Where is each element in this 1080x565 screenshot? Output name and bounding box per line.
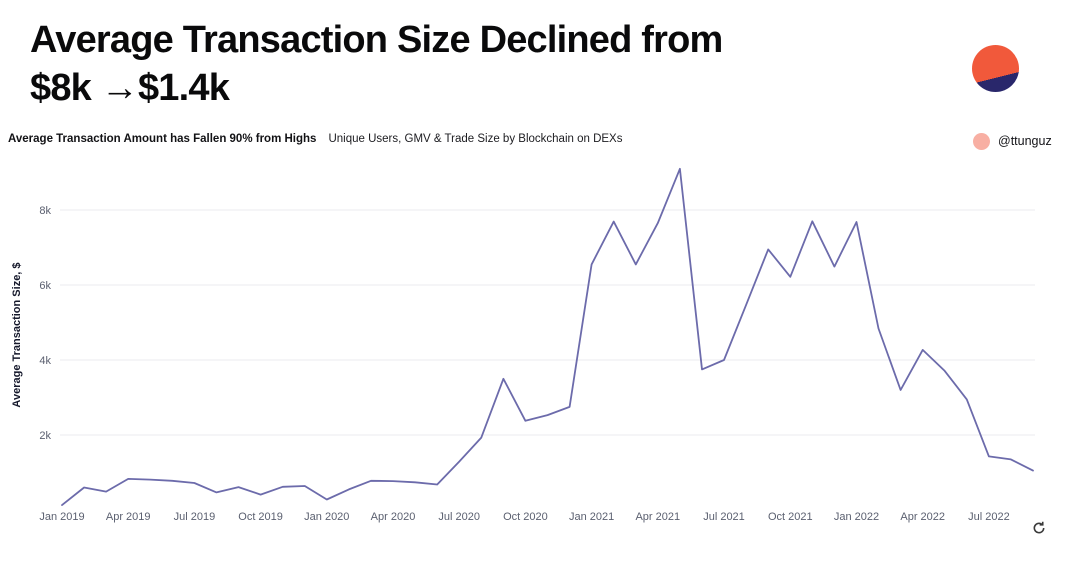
- page-title-line-2: $8k →$1.4k: [30, 67, 230, 109]
- chart-line: [61, 167, 1034, 507]
- x-tick-label: Jan 2022: [834, 511, 879, 523]
- pink-dot-icon: [973, 132, 990, 150]
- x-tick-label: Apr 2019: [106, 511, 151, 523]
- x-tick-label: Apr 2021: [635, 511, 680, 523]
- x-tick-label: Jul 2022: [968, 511, 1010, 523]
- x-tick-label: Oct 2021: [768, 511, 813, 523]
- x-tick-label: Apr 2022: [900, 511, 945, 523]
- y-tick-label: 8k: [39, 205, 51, 217]
- line-chart: 2k 4k 6k 8k Jan 2019 Apr 2019 Jul 2019 Oct 2019…: [39, 167, 1035, 523]
- subtitle-emphasis: Average Transaction Amount has Fallen 90…: [8, 133, 317, 145]
- page-title-line-1: Average Transaction Size Declined from: [30, 19, 723, 61]
- x-tick-label: Jul 2019: [174, 511, 216, 523]
- chart-area: 2k 4k 6k 8k Jan 2019 Apr 2019 Jul 2019 Oct 2019…: [0, 160, 1080, 560]
- x-tick-label: Jul 2020: [438, 511, 480, 523]
- author-handle: @ttunguz: [998, 134, 1052, 148]
- y-tick-label: 6k: [39, 280, 51, 292]
- x-tick-label: Oct 2019: [238, 511, 283, 523]
- subtitle: Average Transaction Amount has Fallen 90…: [8, 133, 1072, 151]
- refresh-button[interactable]: [1028, 516, 1052, 540]
- page-title: Average Transaction Size Declined from $…: [30, 16, 870, 112]
- two-tone-pie-logo-icon: [972, 45, 1019, 92]
- author-badge: @ttunguz: [973, 131, 1052, 151]
- subtitle-description: Unique Users, GMV & Trade Size by Blockc…: [328, 133, 623, 145]
- refresh-icon: [1033, 521, 1045, 534]
- x-tick-label: Jul 2021: [703, 511, 745, 523]
- y-tick-label: 2k: [39, 430, 51, 442]
- x-tick-label: Jan 2021: [569, 511, 614, 523]
- x-tick-label: Jan 2020: [304, 511, 349, 523]
- y-axis-title: Average Transaction Size, $: [11, 262, 23, 408]
- x-tick-label: Oct 2020: [503, 511, 548, 523]
- x-tick-label: Jan 2019: [39, 511, 84, 523]
- y-tick-label: 4k: [39, 355, 51, 367]
- x-tick-label: Apr 2020: [371, 511, 416, 523]
